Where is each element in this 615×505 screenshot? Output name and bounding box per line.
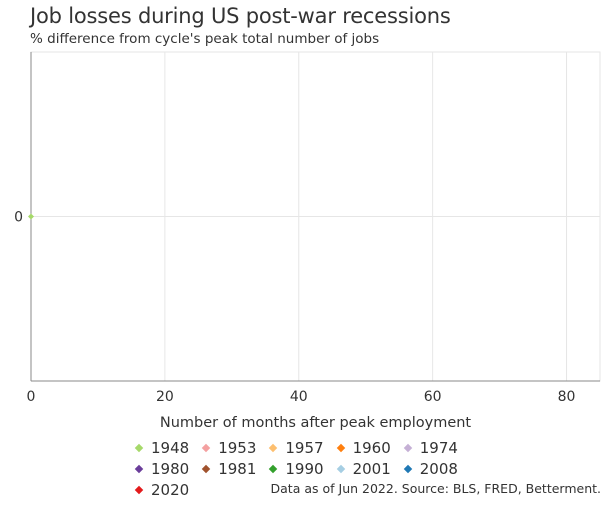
- legend-item-1981[interactable]: 1981: [201, 459, 257, 479]
- legend-label: 1957: [285, 439, 324, 457]
- legend-label: 1980: [151, 460, 190, 478]
- legend-marker-icon: [134, 485, 144, 495]
- legend-marker-icon: [134, 443, 144, 453]
- legend-label: 1974: [419, 439, 458, 457]
- legend-item-1953[interactable]: 1953: [201, 438, 257, 458]
- legend-marker-icon: [134, 464, 144, 474]
- legend-marker-icon: [336, 443, 345, 453]
- legend-marker-icon: [269, 464, 278, 474]
- legend-label: 1990: [285, 460, 324, 478]
- legend-label: 1960: [352, 439, 391, 457]
- legend-item-2020[interactable]: 2020: [134, 480, 190, 500]
- chart-title: Job losses during US post-war recessions: [30, 4, 451, 28]
- x-tick-label: 20: [156, 389, 174, 405]
- legend-item-2001[interactable]: 2001: [336, 459, 391, 479]
- legend-item-1960[interactable]: 1960: [336, 438, 391, 458]
- legend-item-1948[interactable]: 1948: [134, 438, 190, 458]
- chart-subtitle: % difference from cycle's peak total num…: [30, 31, 380, 47]
- legend-label: 2001: [352, 460, 391, 478]
- legend-marker-icon: [336, 464, 345, 474]
- x-tick-label: 80: [558, 389, 576, 405]
- legend-item-1957[interactable]: 1957: [269, 438, 324, 458]
- x-tick-label: 0: [27, 389, 36, 405]
- x-axis-title: Number of months after peak employment: [160, 415, 472, 430]
- legend-item-1980[interactable]: 1980: [134, 459, 190, 479]
- legend-marker-icon: [403, 464, 412, 474]
- legend-marker-icon: [269, 443, 278, 453]
- x-tick-label: 40: [290, 389, 308, 405]
- legend-item-1990[interactable]: 1990: [269, 459, 324, 479]
- legend-marker-icon: [201, 443, 211, 453]
- source-note: Data as of Jun 2022. Source: BLS, FRED, …: [270, 481, 601, 496]
- series-point-1948: [28, 213, 34, 220]
- chart-plot-area: 0 20 40 60 80 0 Number of months after peak em…: [14, 51, 601, 430]
- legend-marker-icon: [201, 464, 211, 474]
- x-tick-label: 60: [424, 389, 442, 405]
- legend-label: 1953: [218, 439, 257, 457]
- legend-item-2008[interactable]: 2008: [403, 459, 458, 479]
- legend-label: 1948: [151, 439, 190, 457]
- legend-label: 2008: [419, 460, 458, 478]
- legend-label: 1981: [218, 460, 257, 478]
- legend-item-1974[interactable]: 1974: [403, 438, 458, 458]
- y-tick-label: 0: [14, 210, 23, 226]
- legend-marker-icon: [403, 443, 412, 453]
- legend-label: 2020: [151, 481, 190, 499]
- chart-legend: 1948 1953 1957 1960 1974 1980 1981 1990 2001 2008…: [134, 438, 536, 500]
